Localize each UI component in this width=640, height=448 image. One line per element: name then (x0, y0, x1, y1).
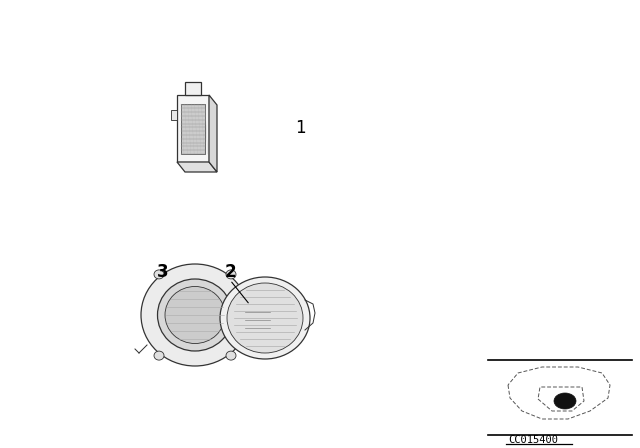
Ellipse shape (141, 264, 249, 366)
Polygon shape (177, 162, 217, 172)
Text: 1: 1 (295, 119, 306, 137)
Ellipse shape (154, 270, 164, 279)
Polygon shape (177, 95, 209, 162)
Ellipse shape (227, 283, 303, 353)
Ellipse shape (226, 270, 236, 279)
Ellipse shape (226, 351, 236, 360)
Text: 2: 2 (224, 263, 236, 281)
Polygon shape (181, 104, 205, 154)
Ellipse shape (220, 277, 310, 359)
Ellipse shape (157, 279, 232, 351)
Polygon shape (209, 95, 217, 172)
Text: 3: 3 (157, 263, 169, 281)
Ellipse shape (554, 393, 576, 409)
Ellipse shape (165, 287, 225, 344)
Polygon shape (185, 82, 201, 95)
Polygon shape (171, 110, 177, 120)
Ellipse shape (154, 351, 164, 360)
Text: CC015400: CC015400 (508, 435, 558, 445)
